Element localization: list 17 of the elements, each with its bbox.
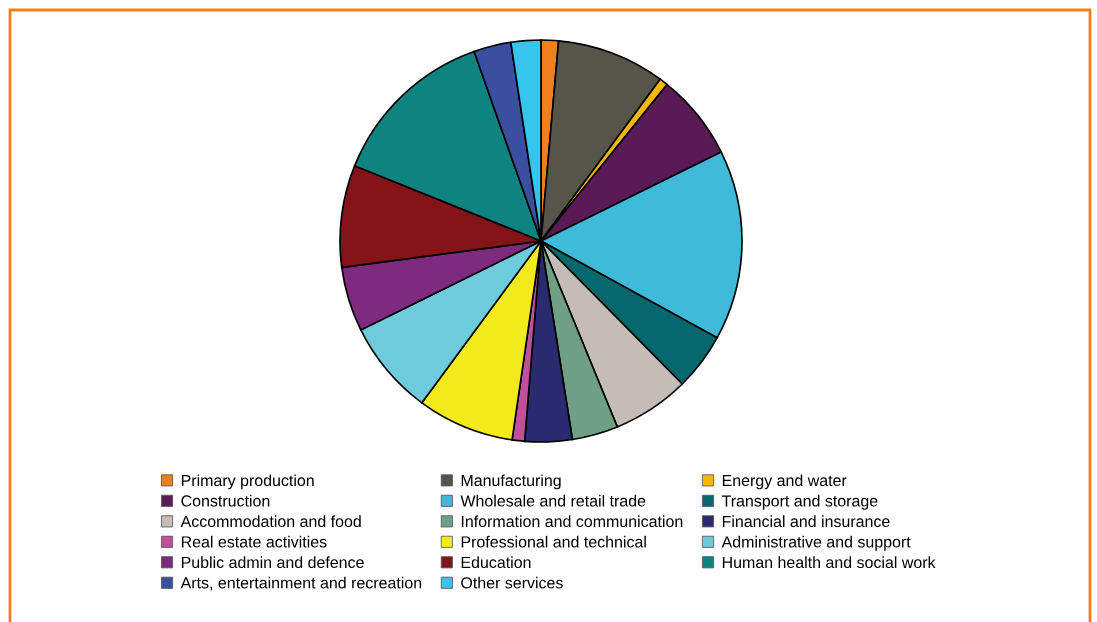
legend-label: Administrative and support	[721, 535, 911, 551]
legend-label: Energy and water	[722, 474, 847, 490]
legend-label: Real estate activities	[181, 535, 327, 548]
legend-label: Financial and insurance	[722, 515, 890, 528]
legend-label: Arts, entertainment and recreation	[180, 576, 422, 591]
legend-label: Information and communication	[461, 515, 683, 528]
legend-label: Human health and social work	[722, 556, 936, 569]
legend-label: Other services	[461, 576, 563, 589]
legend-label: Accommodation and food	[180, 515, 361, 528]
legend-label: Wholesale and retail trade	[460, 494, 646, 507]
legend-label: Construction	[181, 494, 270, 507]
legend-label: Primary production	[181, 474, 314, 490]
legend-label: Transport and storage	[721, 494, 878, 510]
legend-label: Public admin and defence	[181, 556, 364, 569]
legend-label: Education	[461, 556, 531, 569]
legend-label: Professional and technical	[461, 535, 646, 548]
legend-label: Manufacturing	[461, 474, 561, 490]
